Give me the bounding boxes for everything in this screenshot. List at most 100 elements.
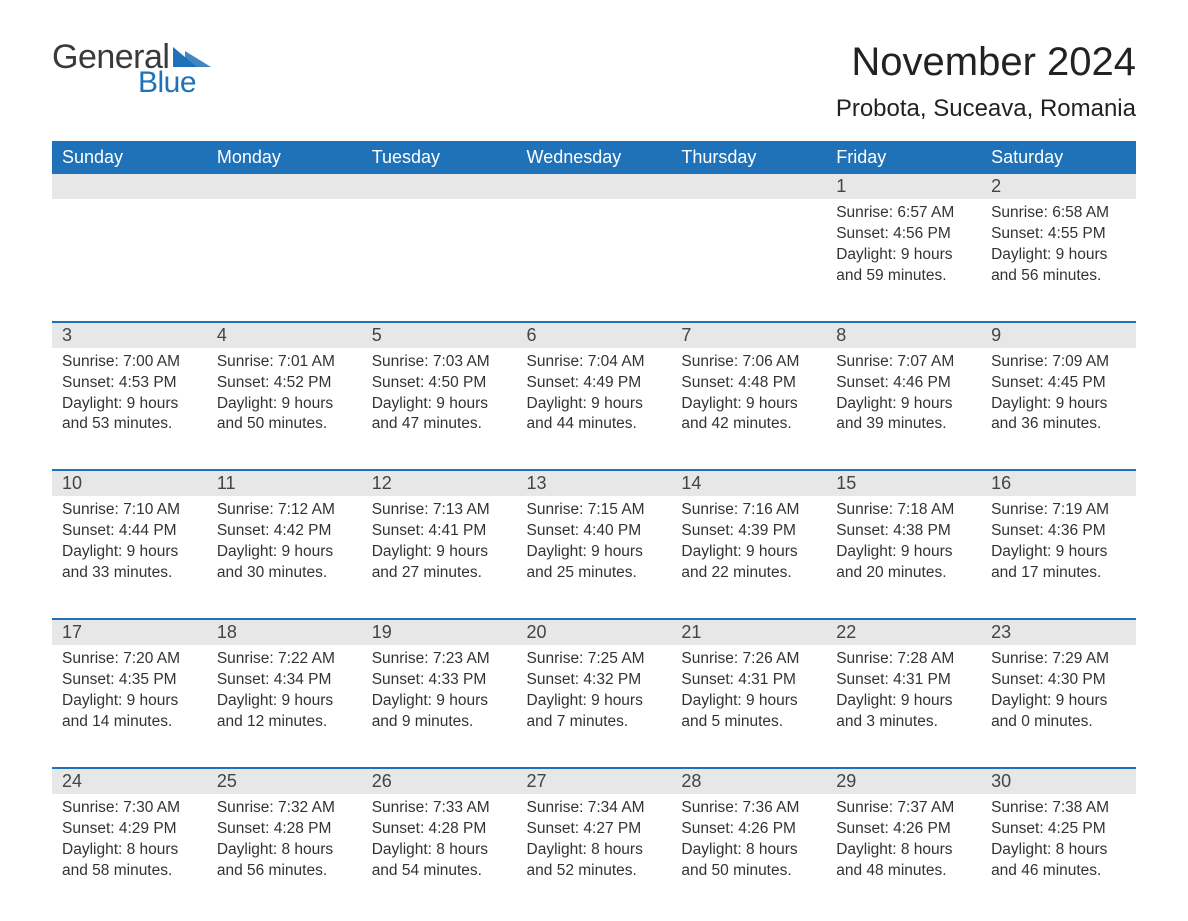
day-number: 29 [826, 768, 981, 794]
daylight1-text: Daylight: 8 hours [527, 840, 662, 861]
day-number: 10 [52, 470, 207, 496]
empty-day [207, 174, 362, 199]
sunset-text: Sunset: 4:49 PM [527, 373, 662, 394]
daylight1-text: Daylight: 9 hours [62, 542, 197, 563]
sunset-text: Sunset: 4:45 PM [991, 373, 1126, 394]
day-number: 11 [207, 470, 362, 496]
sunset-text: Sunset: 4:46 PM [836, 373, 971, 394]
col-friday: Friday [826, 141, 981, 174]
day-number: 4 [207, 322, 362, 348]
day-cell: Sunrise: 7:16 AMSunset: 4:39 PMDaylight:… [671, 496, 826, 619]
sunrise-text: Sunrise: 6:58 AM [991, 203, 1126, 224]
weekday-header-row: Sunday Monday Tuesday Wednesday Thursday… [52, 141, 1136, 174]
sunrise-text: Sunrise: 7:07 AM [836, 352, 971, 373]
day-cell: Sunrise: 7:37 AMSunset: 4:26 PMDaylight:… [826, 794, 981, 892]
daylight2-text: and 5 minutes. [681, 712, 816, 733]
daylight2-text: and 27 minutes. [372, 563, 507, 584]
daylight1-text: Daylight: 9 hours [836, 245, 971, 266]
brand-logo: General Blue [52, 40, 211, 98]
day-number: 18 [207, 619, 362, 645]
day-number: 7 [671, 322, 826, 348]
day-cell: Sunrise: 7:00 AMSunset: 4:53 PMDaylight:… [52, 348, 207, 471]
day-cell: Sunrise: 7:33 AMSunset: 4:28 PMDaylight:… [362, 794, 517, 892]
sunrise-text: Sunrise: 7:38 AM [991, 798, 1126, 819]
daylight1-text: Daylight: 9 hours [527, 394, 662, 415]
col-tuesday: Tuesday [362, 141, 517, 174]
day-number: 1 [826, 174, 981, 199]
daylight2-text: and 56 minutes. [991, 266, 1126, 287]
sunset-text: Sunset: 4:31 PM [836, 670, 971, 691]
sunrise-text: Sunrise: 7:18 AM [836, 500, 971, 521]
sunrise-text: Sunrise: 7:32 AM [217, 798, 352, 819]
empty-day [52, 174, 207, 199]
day-number: 12 [362, 470, 517, 496]
daylight2-text: and 17 minutes. [991, 563, 1126, 584]
day-cell: Sunrise: 7:01 AMSunset: 4:52 PMDaylight:… [207, 348, 362, 471]
day-cell: Sunrise: 7:23 AMSunset: 4:33 PMDaylight:… [362, 645, 517, 768]
sunrise-text: Sunrise: 7:00 AM [62, 352, 197, 373]
daylight2-text: and 33 minutes. [62, 563, 197, 584]
day-number: 30 [981, 768, 1136, 794]
daylight2-text: and 46 minutes. [991, 861, 1126, 882]
daylight1-text: Daylight: 9 hours [836, 542, 971, 563]
day-number: 14 [671, 470, 826, 496]
day-number: 26 [362, 768, 517, 794]
sunrise-text: Sunrise: 7:23 AM [372, 649, 507, 670]
sunrise-text: Sunrise: 7:34 AM [527, 798, 662, 819]
day-cell: Sunrise: 7:26 AMSunset: 4:31 PMDaylight:… [671, 645, 826, 768]
sunset-text: Sunset: 4:52 PM [217, 373, 352, 394]
sunset-text: Sunset: 4:38 PM [836, 521, 971, 542]
daylight2-text: and 47 minutes. [372, 414, 507, 435]
title-block: November 2024 Probota, Suceava, Romania [836, 40, 1136, 123]
day-cell: Sunrise: 7:30 AMSunset: 4:29 PMDaylight:… [52, 794, 207, 892]
empty-cell [52, 199, 207, 322]
day-cell: Sunrise: 7:29 AMSunset: 4:30 PMDaylight:… [981, 645, 1136, 768]
day-number: 27 [517, 768, 672, 794]
sunset-text: Sunset: 4:50 PM [372, 373, 507, 394]
daylight2-text: and 52 minutes. [527, 861, 662, 882]
col-saturday: Saturday [981, 141, 1136, 174]
sunset-text: Sunset: 4:56 PM [836, 224, 971, 245]
daylight1-text: Daylight: 9 hours [527, 542, 662, 563]
daylight2-text: and 22 minutes. [681, 563, 816, 584]
day-cell: Sunrise: 7:10 AMSunset: 4:44 PMDaylight:… [52, 496, 207, 619]
daylight1-text: Daylight: 9 hours [217, 394, 352, 415]
daylight1-text: Daylight: 9 hours [217, 542, 352, 563]
sunrise-text: Sunrise: 7:33 AM [372, 798, 507, 819]
daylight1-text: Daylight: 9 hours [527, 691, 662, 712]
day-number-row: 10111213141516 [52, 470, 1136, 496]
day-detail-row: Sunrise: 7:10 AMSunset: 4:44 PMDaylight:… [52, 496, 1136, 619]
col-monday: Monday [207, 141, 362, 174]
day-number: 28 [671, 768, 826, 794]
sunrise-text: Sunrise: 7:26 AM [681, 649, 816, 670]
day-number: 24 [52, 768, 207, 794]
daylight2-text: and 14 minutes. [62, 712, 197, 733]
sunset-text: Sunset: 4:35 PM [62, 670, 197, 691]
daylight2-text: and 58 minutes. [62, 861, 197, 882]
daylight2-text: and 54 minutes. [372, 861, 507, 882]
daylight2-text: and 36 minutes. [991, 414, 1126, 435]
sunset-text: Sunset: 4:55 PM [991, 224, 1126, 245]
location: Probota, Suceava, Romania [836, 95, 1136, 123]
day-number: 17 [52, 619, 207, 645]
day-number: 25 [207, 768, 362, 794]
daylight1-text: Daylight: 9 hours [217, 691, 352, 712]
sunrise-text: Sunrise: 7:15 AM [527, 500, 662, 521]
sunrise-text: Sunrise: 7:37 AM [836, 798, 971, 819]
col-thursday: Thursday [671, 141, 826, 174]
sunset-text: Sunset: 4:48 PM [681, 373, 816, 394]
day-cell: Sunrise: 7:09 AMSunset: 4:45 PMDaylight:… [981, 348, 1136, 471]
day-cell: Sunrise: 7:03 AMSunset: 4:50 PMDaylight:… [362, 348, 517, 471]
daylight1-text: Daylight: 9 hours [372, 542, 507, 563]
daylight1-text: Daylight: 8 hours [62, 840, 197, 861]
sunset-text: Sunset: 4:44 PM [62, 521, 197, 542]
sunrise-text: Sunrise: 7:09 AM [991, 352, 1126, 373]
header: General Blue November 2024 Probota, Suce… [52, 40, 1136, 123]
day-cell: Sunrise: 7:19 AMSunset: 4:36 PMDaylight:… [981, 496, 1136, 619]
daylight2-text: and 9 minutes. [372, 712, 507, 733]
sunrise-text: Sunrise: 7:16 AM [681, 500, 816, 521]
sunset-text: Sunset: 4:40 PM [527, 521, 662, 542]
daylight2-text: and 3 minutes. [836, 712, 971, 733]
day-cell: Sunrise: 7:07 AMSunset: 4:46 PMDaylight:… [826, 348, 981, 471]
sunset-text: Sunset: 4:26 PM [681, 819, 816, 840]
